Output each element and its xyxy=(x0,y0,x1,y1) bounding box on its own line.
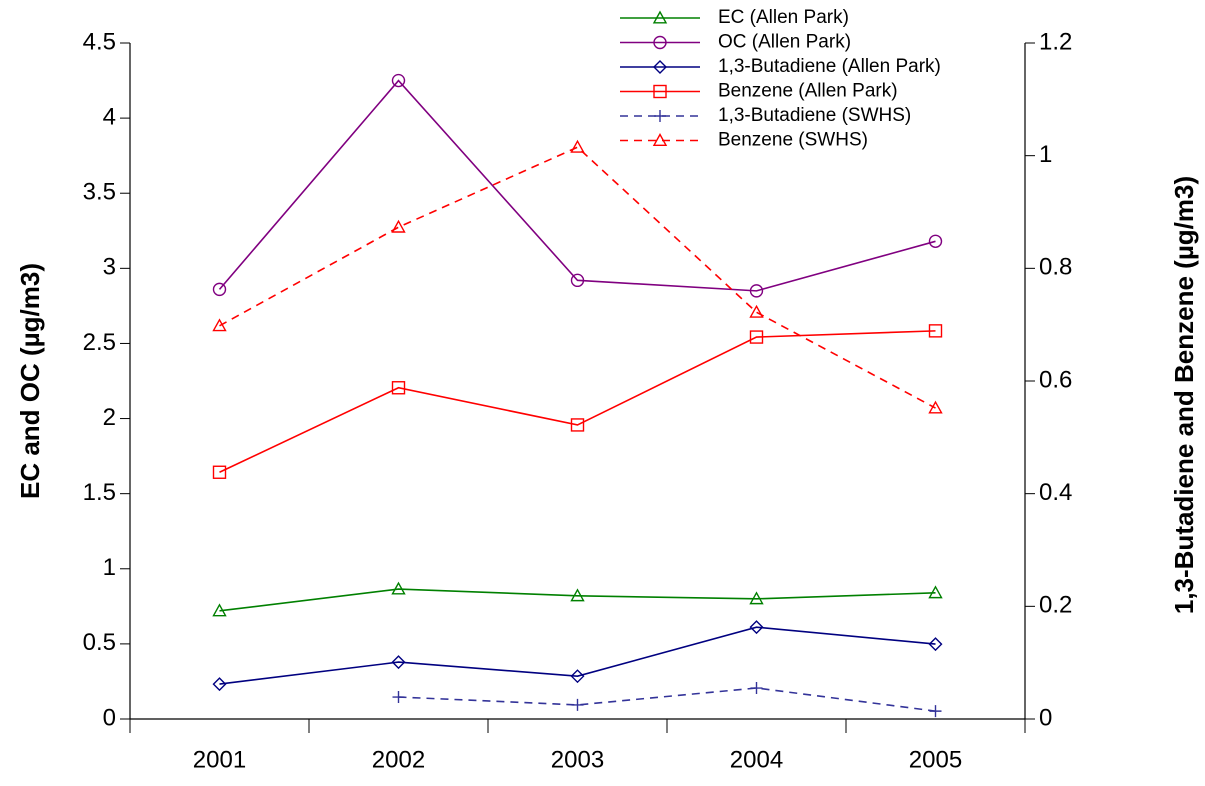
legend-label: Benzene (SWHS) xyxy=(718,130,868,151)
data-point xyxy=(570,669,585,684)
data-point xyxy=(929,705,942,718)
data-point xyxy=(391,581,406,595)
legend-marker xyxy=(652,10,668,24)
data-point xyxy=(750,682,763,695)
y-tick-label: 2 xyxy=(103,404,116,431)
data-point xyxy=(749,284,764,298)
y2-tick-label: 1 xyxy=(1039,141,1052,168)
series-line xyxy=(218,79,936,292)
x-tick-label: 2003 xyxy=(551,746,604,773)
y2-tick-label: 0 xyxy=(1039,704,1052,731)
data-point xyxy=(391,655,406,670)
y2-tick-label: 0.6 xyxy=(1039,366,1072,393)
data-point xyxy=(928,324,943,338)
y-tick-label: 0.5 xyxy=(83,629,116,656)
legend-marker xyxy=(653,60,667,74)
legend-label: 1,3-Butadiene (SWHS) xyxy=(718,105,911,126)
data-point xyxy=(749,591,764,605)
y2-tick-label: 0.8 xyxy=(1039,254,1072,281)
y2-tick-label: 0.4 xyxy=(1039,479,1072,506)
data-point xyxy=(570,418,585,432)
legend-label: 1,3-Butadiene (Allen Park) xyxy=(718,56,941,77)
data-point xyxy=(571,698,584,711)
y-axis-title: EC and OC (µg/m3) xyxy=(15,263,45,499)
data-point xyxy=(391,73,406,88)
series-line xyxy=(219,588,936,612)
y-tick-label: 3.5 xyxy=(83,179,116,206)
data-point xyxy=(570,588,585,602)
data-point xyxy=(391,219,406,233)
y-tick-label: 1.5 xyxy=(83,479,116,506)
data-point xyxy=(392,691,405,704)
y2-tick-label: 1.2 xyxy=(1039,28,1072,55)
data-point xyxy=(749,304,764,318)
data-point xyxy=(212,465,227,479)
data-point xyxy=(212,282,227,297)
legend-marker xyxy=(652,133,668,147)
y-tick-label: 2.5 xyxy=(83,329,116,356)
legend-marker xyxy=(653,84,667,99)
series-line xyxy=(219,146,936,409)
data-point xyxy=(570,273,585,288)
x-tick-label: 2002 xyxy=(372,746,425,773)
y2-axis-title: 1,3-Butadiene and Benzene (µg/m3) xyxy=(1169,176,1199,614)
data-point xyxy=(212,603,227,617)
x-tick-label: 2004 xyxy=(730,746,783,773)
data-point xyxy=(928,637,943,652)
y-tick-label: 4.5 xyxy=(83,28,116,55)
data-point xyxy=(749,330,764,344)
data-point xyxy=(928,585,943,599)
legend-label: Benzene (Allen Park) xyxy=(718,81,898,102)
y-tick-label: 1 xyxy=(103,554,116,581)
data-point xyxy=(928,400,943,414)
y-tick-label: 4 xyxy=(103,103,116,130)
series-line xyxy=(219,626,936,685)
y-tick-label: 3 xyxy=(103,254,116,281)
data-point xyxy=(928,234,943,248)
x-tick-label: 2005 xyxy=(909,746,962,773)
data-point xyxy=(391,381,406,395)
data-point xyxy=(212,677,227,692)
series-line xyxy=(398,687,936,712)
y2-tick-label: 0.2 xyxy=(1039,592,1072,619)
legend-label: OC (Allen Park) xyxy=(718,32,851,53)
data-point xyxy=(212,318,227,332)
x-tick-label: 2001 xyxy=(193,746,246,773)
legend-marker xyxy=(654,110,666,122)
series-line xyxy=(219,330,936,473)
legend-label: EC (Allen Park) xyxy=(718,7,849,28)
y-tick-label: 0 xyxy=(103,704,116,731)
legend-marker xyxy=(653,35,667,50)
data-point xyxy=(570,139,585,153)
data-point xyxy=(749,620,764,635)
